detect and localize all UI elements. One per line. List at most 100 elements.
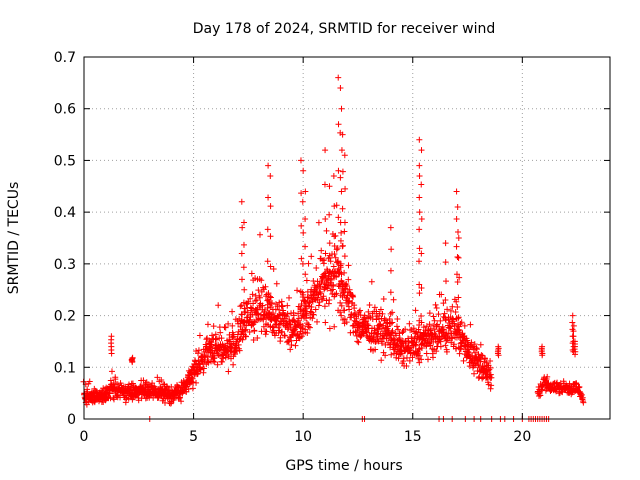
data-point (454, 303, 461, 310)
data-point (212, 331, 219, 338)
y-tick-label: 0.7 (54, 50, 76, 66)
data-point (363, 318, 370, 325)
data-point (477, 341, 484, 348)
data-point (295, 303, 302, 310)
data-point (339, 242, 346, 249)
data-point (438, 291, 445, 298)
data-point (418, 284, 425, 291)
data-point (267, 172, 274, 179)
data-point (400, 358, 407, 365)
data-point (487, 385, 494, 392)
data-point (238, 198, 245, 205)
data-point (322, 250, 329, 257)
data-point (321, 181, 328, 188)
data-point (453, 243, 460, 250)
data-point (321, 303, 328, 310)
data-point (330, 263, 337, 270)
data-point (298, 333, 305, 340)
data-point (403, 354, 410, 361)
data-point (297, 157, 304, 164)
data-point (442, 259, 449, 266)
data-point (287, 321, 294, 328)
data-point (314, 318, 321, 325)
data-point (294, 287, 301, 294)
data-point (292, 323, 299, 330)
data-point (299, 322, 306, 329)
data-point (418, 313, 425, 320)
data-point (396, 330, 403, 337)
data-point (377, 306, 384, 313)
data-point (376, 321, 383, 328)
data-point (430, 313, 437, 320)
data-point (248, 270, 255, 277)
data-point (335, 214, 342, 221)
data-point (416, 322, 423, 329)
data-point (416, 226, 423, 233)
data-point (473, 344, 480, 351)
data-point (431, 326, 438, 333)
data-point (459, 330, 466, 337)
data-point (114, 381, 121, 388)
data-point (405, 335, 412, 342)
data-point (241, 309, 248, 316)
data-point (236, 347, 243, 354)
data-point (337, 299, 344, 306)
data-point (418, 181, 425, 188)
data-point (225, 351, 232, 358)
data-point (338, 105, 345, 112)
data-point (475, 374, 482, 381)
data-point (475, 356, 482, 363)
data-point (238, 276, 245, 283)
data-point (279, 328, 286, 335)
data-point (300, 167, 307, 174)
data-point (416, 209, 423, 216)
data-point (284, 302, 291, 309)
data-point (142, 386, 149, 393)
data-point (230, 361, 237, 368)
data-point (273, 280, 280, 287)
data-point (200, 365, 207, 372)
data-point (225, 368, 232, 375)
data-point (304, 320, 311, 327)
data-point (354, 327, 361, 334)
data-point (338, 229, 345, 236)
data-point (306, 324, 313, 331)
data-point (387, 267, 394, 274)
data-point (399, 329, 406, 336)
data-point (416, 136, 423, 143)
data-point (366, 301, 373, 308)
data-point (416, 352, 423, 359)
data-point (277, 334, 284, 341)
data-point (341, 320, 348, 327)
data-point (487, 371, 494, 378)
data-point (240, 318, 247, 325)
data-point (280, 309, 287, 316)
data-point (569, 312, 576, 319)
data-point (478, 352, 485, 359)
data-point (317, 283, 324, 290)
data-point (341, 228, 348, 235)
data-point (313, 285, 320, 292)
data-point (193, 379, 200, 386)
data-point (161, 381, 168, 388)
data-point (255, 311, 262, 318)
data-point (225, 320, 232, 327)
data-point (246, 328, 253, 335)
data-point (249, 291, 256, 298)
data-point (372, 346, 379, 353)
x-tick-label: 20 (513, 429, 531, 445)
data-point (244, 304, 251, 311)
data-point (322, 319, 329, 326)
data-point (416, 336, 423, 343)
data-point (455, 334, 462, 341)
data-point (267, 294, 274, 301)
data-point (267, 233, 274, 240)
y-tick-label: 0.4 (54, 205, 76, 221)
data-point (425, 356, 432, 363)
data-point (580, 399, 587, 406)
data-point (229, 322, 236, 329)
data-point (476, 364, 483, 371)
data-point (308, 304, 315, 311)
data-point (442, 278, 449, 285)
data-point (215, 302, 222, 309)
